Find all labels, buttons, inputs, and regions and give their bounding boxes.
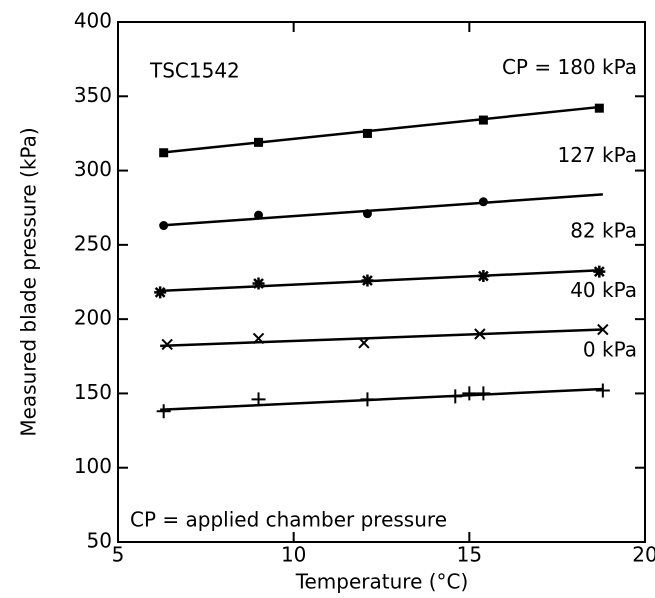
marker [476,386,491,401]
series-label: 82 kPa [570,219,637,243]
annotation: CP = applied chamber pressure [130,508,447,532]
marker [159,221,169,231]
x-axis-title: Temperature (°C) [295,570,469,594]
annotation: TSC1542 [149,59,240,83]
marker [594,103,604,113]
y-tick-label: 250 [74,231,112,255]
y-tick-label: 200 [74,306,112,330]
y-axis-title: Measured blade pressure (kPa) [17,127,41,436]
marker [254,137,264,147]
marker [360,392,375,407]
marker [251,392,266,407]
series-label: 40 kPa [570,278,637,302]
marker [252,332,265,345]
marker [595,383,610,398]
x-tick-label: 15 [457,543,482,567]
fit-line [160,328,603,348]
marker [154,286,167,299]
marker [462,386,477,401]
y-tick-label: 50 [87,529,112,553]
x-tick-label: 5 [112,543,125,567]
y-tick-label: 350 [74,83,112,107]
y-tick-label: 400 [74,9,112,33]
marker [362,128,372,138]
marker [477,270,490,283]
marker [159,148,169,158]
marker [448,389,463,404]
series-label: CP = 180 kPa [502,55,637,79]
y-tick-label: 150 [74,380,112,404]
fit-line [160,268,603,293]
marker [362,209,372,219]
plot-frame [117,21,646,543]
marker [358,337,370,349]
fit-line [160,387,603,412]
marker [361,274,374,287]
fit-line [160,105,603,154]
marker [593,265,606,278]
y-tick-label: 300 [74,157,112,181]
x-tick-label: 20 [632,543,655,567]
series-label: 127 kPa [557,143,637,167]
marker [597,323,609,336]
marker [156,404,171,419]
series-label: 0 kPa [583,337,637,361]
marker [252,277,265,290]
fit-line [160,193,603,227]
marker [161,338,173,351]
marker [254,210,264,220]
marker [478,115,488,125]
marker [474,328,486,340]
marker [478,197,488,207]
y-tick-label: 100 [74,454,112,478]
x-tick-label: 10 [281,543,306,567]
